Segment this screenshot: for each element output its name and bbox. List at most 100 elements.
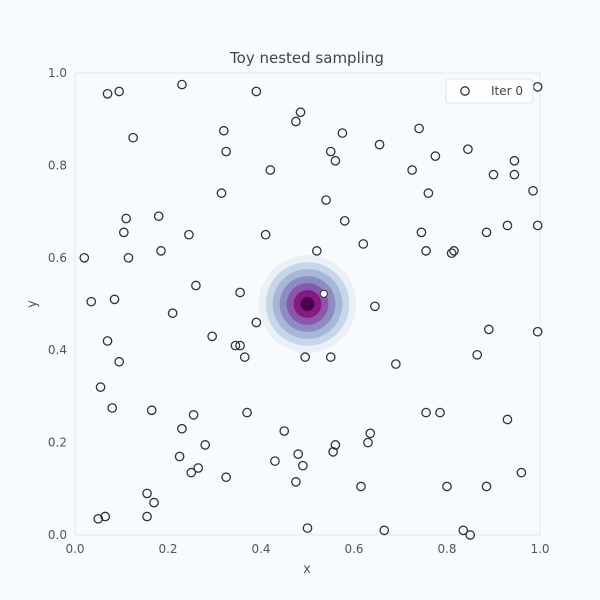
data-point [177, 423, 187, 434]
data-point [221, 472, 231, 483]
data-point [532, 326, 543, 337]
data-point [193, 463, 204, 473]
data-point [235, 340, 245, 351]
data-point [174, 451, 185, 462]
data-point [481, 227, 492, 238]
x-tick-label: 0.4 [251, 542, 270, 556]
y-ticks: 0.0 0.2 0.4 0.6 0.8 1.0 [48, 66, 67, 542]
data-point [302, 523, 313, 533]
y-tick-label: 0.0 [48, 528, 67, 542]
data-point [123, 252, 134, 263]
data-point [442, 481, 452, 492]
x-tick-label: 0.6 [344, 542, 363, 556]
data-point [167, 308, 178, 319]
y-axis-label: y [25, 300, 40, 308]
data-point [532, 220, 543, 231]
highlight-point [319, 289, 328, 298]
data-point [207, 331, 218, 342]
data-point [235, 287, 245, 298]
legend-label: Iter 0 [491, 84, 523, 98]
data-point [502, 414, 513, 425]
data-point [216, 188, 227, 198]
y-tick-label: 0.4 [48, 343, 67, 357]
data-point [449, 246, 459, 256]
data-point [149, 497, 159, 508]
data-point [251, 86, 262, 97]
data-point [265, 165, 276, 175]
data-point [118, 227, 129, 238]
data-point [374, 139, 385, 150]
data-point [156, 246, 166, 256]
y-tick-label: 0.8 [48, 158, 67, 172]
data-point [297, 460, 308, 471]
x-axis-label: x [303, 562, 311, 577]
data-point [121, 213, 132, 224]
data-point [421, 407, 431, 418]
data-point [423, 188, 434, 198]
data-point [146, 405, 157, 416]
y-tick-label: 0.2 [48, 436, 67, 450]
data-point [102, 88, 113, 99]
data-point [509, 155, 520, 166]
data-point [128, 132, 138, 143]
x-tick-label: 0.8 [437, 542, 456, 556]
data-point [142, 511, 152, 522]
data-point [218, 125, 229, 136]
data-point [200, 440, 211, 450]
data-point [242, 407, 252, 418]
data-point [458, 525, 469, 536]
data-point [532, 82, 543, 92]
data-point [221, 146, 231, 157]
x-ticks: 0.0 0.2 0.4 0.6 0.8 1.0 [65, 542, 549, 556]
data-point [279, 426, 290, 436]
data-point [109, 294, 120, 305]
plot-frame [74, 72, 541, 536]
data-point [293, 449, 304, 459]
data-point [153, 211, 164, 222]
data-point [509, 169, 520, 180]
data-point [114, 356, 125, 367]
data-point [390, 359, 401, 369]
data-point [328, 446, 338, 457]
legend-box [445, 78, 534, 104]
data-point [488, 169, 499, 180]
data-point [102, 336, 113, 346]
data-point [230, 340, 241, 351]
data-point [270, 456, 280, 466]
data-point [421, 246, 431, 256]
y-tick-label: 1.0 [48, 66, 67, 80]
data-point [251, 317, 262, 328]
density-band-6 [300, 297, 315, 311]
data-point [86, 296, 97, 307]
data-point [321, 195, 331, 205]
data-point [407, 165, 417, 175]
x-tick-label: 0.0 [65, 542, 84, 556]
data-point [188, 410, 199, 420]
data-point [186, 467, 197, 478]
data-point [300, 352, 311, 362]
x-tick-label: 0.2 [158, 542, 177, 556]
data-point [337, 128, 348, 138]
data-point [430, 151, 441, 162]
data-point [483, 324, 494, 335]
data-point [291, 116, 301, 127]
data-point [291, 477, 301, 487]
data-point [142, 488, 152, 499]
data-point [379, 525, 390, 536]
data-point [516, 467, 527, 478]
data-point [339, 215, 350, 226]
data-point [191, 280, 201, 291]
data-point [528, 185, 538, 196]
data-point [416, 227, 427, 238]
data-point [472, 349, 483, 360]
data-point [295, 107, 306, 118]
data-point [114, 86, 125, 97]
data-point [79, 252, 90, 263]
data-point [93, 513, 104, 524]
data-point [311, 246, 322, 256]
data-point [363, 437, 373, 448]
data-point [465, 530, 476, 540]
legend-marker [460, 86, 470, 96]
data-point [184, 229, 194, 240]
data-point [370, 301, 380, 312]
